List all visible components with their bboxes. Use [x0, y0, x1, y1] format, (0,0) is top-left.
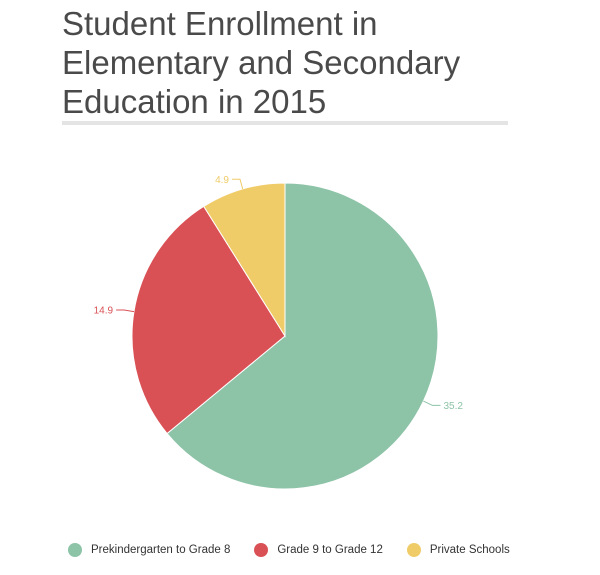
leader-line-prekindergarten-to-grade-8	[423, 400, 441, 406]
legend-swatch-private-schools	[406, 543, 421, 557]
legend-item-private-schools[interactable]: Private Schools	[406, 543, 510, 557]
legend-label-private-schools: Private Schools	[429, 544, 510, 556]
legend-item-prekindergarten-to-grade-8[interactable]: Prekindergarten to Grade 8	[68, 543, 230, 557]
pie-slice-private-schools[interactable]	[203, 182, 286, 338]
legend-item-grade-9-to-grade-12[interactable]: Grade 9 to Grade 12	[254, 543, 383, 557]
title-underline	[62, 121, 508, 125]
legend-label-prekindergarten-to-grade-8: Prekindergarten to Grade 8	[91, 544, 231, 556]
legend: Prekindergarten to Grade 8 Grade 9 to Gr…	[68, 541, 534, 559]
leader-line-private-schools	[232, 178, 244, 190]
chart-title: Student Enrollment in Elementary and Sec…	[62, 5, 461, 120]
data-label-private-schools: 4.9	[215, 175, 229, 186]
data-label-grade-9-to-grade-12: 14.9	[94, 306, 114, 317]
legend-swatch-grade-9-to-grade-12	[254, 543, 269, 557]
legend-label-grade-9-to-grade-12: Grade 9 to Grade 12	[277, 544, 383, 556]
leader-line-grade-9-to-grade-12	[116, 309, 135, 313]
data-label-prekindergarten-to-grade-8: 35.2	[444, 401, 464, 412]
legend-swatch-prekindergarten-to-grade-8	[68, 543, 82, 557]
